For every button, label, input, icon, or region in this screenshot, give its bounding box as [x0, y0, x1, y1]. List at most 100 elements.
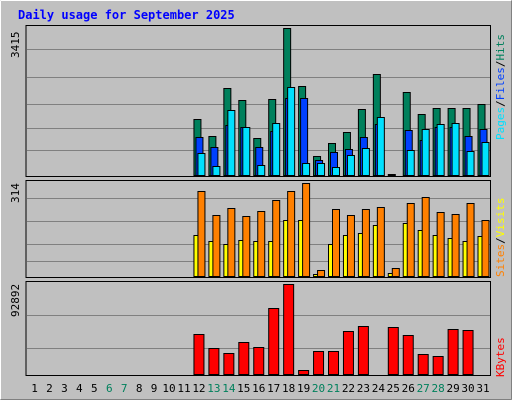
bar-sites-day-18: [287, 191, 296, 277]
bar-sites-day-30: [466, 203, 475, 277]
bar-kbytes-day-13: [208, 348, 220, 375]
day-label-13: 13: [207, 382, 220, 395]
bar-pages-day-22: [346, 155, 355, 176]
day-label-30: 30: [461, 382, 474, 395]
bars-layer: [193, 28, 490, 375]
bar-kbytes-day-27: [417, 354, 429, 375]
bar-kbytes-day-26: [402, 335, 414, 375]
legend-sites: Sites: [494, 244, 507, 277]
day-label-12: 12: [192, 382, 205, 395]
bar-pages-day-15: [242, 127, 251, 176]
ymax-label-top: 3415: [9, 32, 22, 59]
bar-pages-day-23: [361, 148, 370, 176]
bar-sites-day-15: [242, 216, 251, 277]
bar-pages-day-16: [257, 165, 266, 176]
bar-sites-day-26: [406, 203, 415, 277]
day-label-26: 26: [402, 382, 415, 395]
bar-kbytes-day-23: [357, 326, 369, 375]
day-label-5: 5: [91, 382, 98, 395]
day-label-20: 20: [312, 382, 325, 395]
day-label-10: 10: [162, 382, 175, 395]
day-label-8: 8: [136, 382, 143, 395]
day-label-4: 4: [76, 382, 83, 395]
bar-pages-day-12: [197, 153, 206, 176]
bar-sites-day-28: [436, 212, 445, 277]
day-label-25: 25: [387, 382, 400, 395]
bar-sites-day-16: [257, 211, 266, 277]
bar-pages-day-31: [481, 142, 490, 176]
bar-pages-day-18: [287, 87, 296, 176]
bar-pages-day-13: [212, 166, 221, 176]
day-label-21: 21: [327, 382, 340, 395]
bar-sites-day-17: [272, 200, 281, 277]
bar-sites-day-21: [332, 209, 340, 277]
bar-sites-day-22: [346, 215, 355, 277]
bar-pages-day-30: [466, 151, 475, 176]
bar-sites-day-14: [227, 208, 236, 277]
legend-files: Files: [494, 67, 507, 100]
bar-sites-day-25: [391, 268, 400, 277]
bar-sites-day-19: [302, 183, 311, 277]
day-label-28: 28: [432, 382, 445, 395]
bar-pages-day-14: [227, 110, 236, 176]
legend-top: Pages/Files/Hits: [494, 34, 507, 140]
bar-sites-day-31: [481, 220, 490, 277]
bar-sites-day-29: [451, 214, 460, 277]
bar-kbytes-day-20: [313, 351, 325, 375]
day-label-6: 6: [106, 382, 113, 395]
day-label-31: 31: [476, 382, 489, 395]
day-label-3: 3: [61, 382, 68, 395]
bar-hits-day-25: [387, 174, 396, 176]
bar-sites-day-24: [376, 207, 385, 277]
bar-pages-day-26: [406, 150, 415, 176]
day-label-15: 15: [237, 382, 250, 395]
bar-sites-day-13: [212, 215, 221, 277]
bar-pages-day-19: [302, 163, 311, 176]
legend-sep-2: /: [494, 61, 507, 68]
bar-kbytes-day-15: [238, 342, 250, 375]
bar-pages-day-27: [421, 129, 430, 176]
legend-hits: Hits: [494, 34, 507, 61]
day-label-29: 29: [446, 382, 459, 395]
bar-pages-day-20: [317, 163, 326, 176]
chart-title: Daily usage for September 2025: [18, 8, 235, 22]
day-label-19: 19: [297, 382, 310, 395]
bar-kbytes-day-18: [283, 284, 295, 375]
day-label-17: 17: [267, 382, 280, 395]
bar-pages-day-29: [451, 123, 460, 176]
day-label-1: 1: [31, 382, 38, 395]
day-label-2: 2: [46, 382, 53, 395]
bar-sites-day-27: [421, 197, 430, 277]
day-label-9: 9: [151, 382, 158, 395]
bar-kbytes-day-19: [298, 370, 310, 375]
bar-kbytes-day-25: [387, 327, 399, 375]
bar-sites-day-12: [197, 191, 206, 277]
day-label-22: 22: [342, 382, 355, 395]
bar-kbytes-day-17: [268, 308, 280, 375]
day-label-11: 11: [177, 382, 190, 395]
day-label-14: 14: [222, 382, 236, 395]
legend-sep-1: /: [494, 100, 507, 107]
bar-sites-day-20: [317, 270, 326, 277]
legend-sep-3: /: [494, 237, 507, 244]
bar-pages-day-21: [332, 167, 340, 176]
day-labels: 1 2 3 4 5 6 7 8 9 10 11 12 13 14 15 16 17 18 19 20 21 22 23 24 2…: [31, 382, 489, 395]
day-label-7: 7: [121, 382, 128, 395]
legend-kbytes: KBytes: [494, 337, 507, 377]
bar-pages-day-24: [376, 117, 385, 176]
bar-kbytes-day-21: [328, 351, 339, 375]
legend-pages: Pages: [494, 107, 507, 140]
bar-sites-day-23: [361, 209, 370, 277]
bar-kbytes-day-28: [432, 356, 444, 375]
bar-kbytes-day-22: [342, 331, 354, 375]
ymax-label-middle: 314: [9, 183, 22, 203]
day-label-16: 16: [252, 382, 265, 395]
bar-kbytes-day-12: [193, 334, 205, 375]
bar-kbytes-day-14: [223, 353, 235, 375]
legend-middle: Sites/Visits: [494, 198, 507, 278]
bar-pages-day-17: [272, 123, 281, 176]
day-label-27: 27: [417, 382, 430, 395]
bar-kbytes-day-16: [253, 347, 265, 375]
day-label-23: 23: [357, 382, 370, 395]
